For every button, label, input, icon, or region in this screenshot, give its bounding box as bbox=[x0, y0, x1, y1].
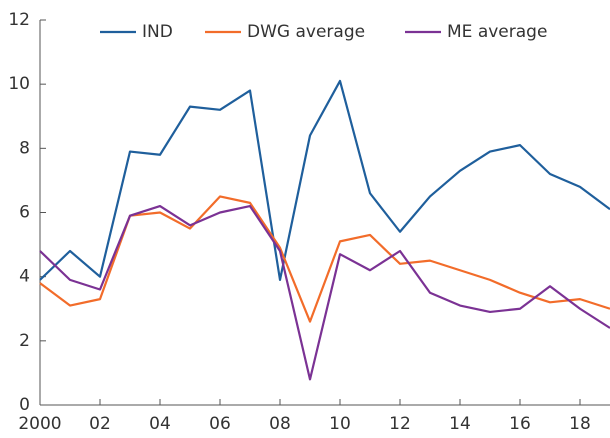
x-tick-label: 14 bbox=[449, 414, 471, 434]
legend-label: ME average bbox=[447, 22, 547, 42]
y-tick-label: 2 bbox=[19, 331, 30, 351]
x-tick-label: 04 bbox=[149, 414, 171, 434]
y-tick-label: 6 bbox=[19, 203, 30, 223]
x-tick-label: 10 bbox=[329, 414, 351, 434]
line bbox=[39, 79, 610, 281]
y-tick-label: 4 bbox=[19, 267, 30, 287]
x-tick-label: 02 bbox=[89, 414, 111, 434]
x-tick-label: 08 bbox=[269, 414, 291, 434]
legend-label: DWG average bbox=[247, 22, 365, 42]
line bbox=[39, 195, 610, 323]
x-tick-label: 16 bbox=[509, 414, 531, 434]
x-tick-label: 06 bbox=[209, 414, 231, 434]
legend-label: IND bbox=[142, 22, 173, 42]
y-tick-label: 10 bbox=[8, 74, 30, 94]
y-tick-label: 12 bbox=[8, 10, 30, 30]
line bbox=[39, 204, 610, 381]
x-tick-label: 2000 bbox=[18, 414, 61, 434]
y-tick-label: 0 bbox=[19, 395, 30, 415]
y-tick-label: 8 bbox=[19, 138, 30, 158]
x-tick-label: 12 bbox=[389, 414, 411, 434]
x-tick-label: 18 bbox=[569, 414, 591, 434]
